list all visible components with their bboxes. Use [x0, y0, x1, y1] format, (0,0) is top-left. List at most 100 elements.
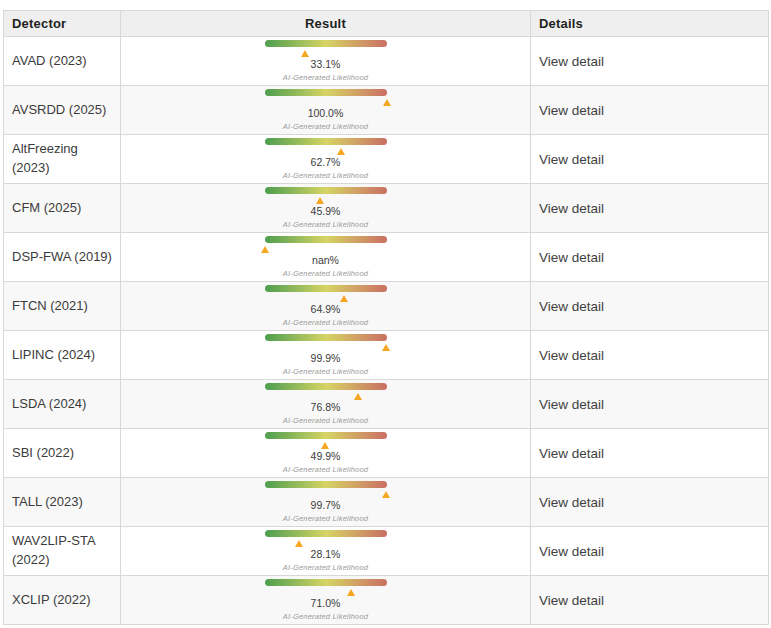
likelihood-value: 45.9%: [265, 205, 387, 217]
likelihood-marker-icon: [340, 295, 348, 302]
likelihood-marker-track: [265, 343, 387, 351]
view-detail-link[interactable]: View detail: [539, 250, 604, 265]
likelihood-marker-track: [265, 49, 387, 57]
likelihood-gauge: 33.1% AI-Generated Likelihood: [265, 40, 387, 82]
likelihood-gradient-bar: [265, 187, 387, 194]
view-detail-link[interactable]: View detail: [539, 593, 604, 608]
likelihood-gauge: 100.0% AI-Generated Likelihood: [265, 89, 387, 131]
likelihood-gradient-bar: [265, 40, 387, 47]
table-row: LIPINC (2024) 99.9% AI-Generated Likelih…: [4, 331, 769, 380]
detector-name: LSDA (2024): [12, 396, 86, 411]
detector-name: TALL (2023): [12, 494, 83, 509]
view-detail-link[interactable]: View detail: [539, 348, 604, 363]
detector-name: DSP-FWA (2019): [12, 249, 112, 264]
likelihood-value: 28.1%: [265, 548, 387, 560]
table-row: AVAD (2023) 33.1% AI-Generated Likelihoo…: [4, 37, 769, 86]
likelihood-marker-track: [265, 245, 387, 253]
detector-results-table: Detector Result Details AVAD (2023) 33.1…: [3, 10, 769, 625]
likelihood-marker-track: [265, 98, 387, 106]
table-header-row: Detector Result Details: [4, 11, 769, 37]
likelihood-value: nan%: [265, 254, 387, 266]
likelihood-value: 33.1%: [265, 58, 387, 70]
table-row: SBI (2022) 49.9% AI-Generated Likelihood…: [4, 429, 769, 478]
likelihood-marker-icon: [301, 50, 309, 57]
likelihood-marker-track: [265, 441, 387, 449]
detector-name: WAV2LIP-STA (2022): [12, 533, 95, 567]
likelihood-label: AI-Generated Likelihood: [265, 367, 387, 376]
likelihood-value: 64.9%: [265, 303, 387, 315]
likelihood-label: AI-Generated Likelihood: [265, 514, 387, 523]
likelihood-gauge: 45.9% AI-Generated Likelihood: [265, 187, 387, 229]
detector-name: CFM (2025): [12, 200, 81, 215]
table-row: CFM (2025) 45.9% AI-Generated Likelihood…: [4, 184, 769, 233]
view-detail-link[interactable]: View detail: [539, 299, 604, 314]
likelihood-marker-track: [265, 392, 387, 400]
view-detail-link[interactable]: View detail: [539, 544, 604, 559]
likelihood-marker-icon: [354, 393, 362, 400]
detector-name: AltFreezing (2023): [12, 141, 78, 175]
likelihood-gradient-bar: [265, 432, 387, 439]
view-detail-link[interactable]: View detail: [539, 201, 604, 216]
likelihood-marker-track: [265, 539, 387, 547]
likelihood-label: AI-Generated Likelihood: [265, 318, 387, 327]
likelihood-gauge: 99.9% AI-Generated Likelihood: [265, 334, 387, 376]
likelihood-gauge: nan% AI-Generated Likelihood: [265, 236, 387, 278]
view-detail-link[interactable]: View detail: [539, 446, 604, 461]
likelihood-gradient-bar: [265, 236, 387, 243]
likelihood-marker-icon: [261, 246, 269, 253]
likelihood-gradient-bar: [265, 530, 387, 537]
table-row: DSP-FWA (2019) nan% AI-Generated Likelih…: [4, 233, 769, 282]
likelihood-label: AI-Generated Likelihood: [265, 269, 387, 278]
likelihood-marker-track: [265, 196, 387, 204]
table-row: WAV2LIP-STA (2022) 28.1% AI-Generated Li…: [4, 527, 769, 576]
likelihood-gauge: 28.1% AI-Generated Likelihood: [265, 530, 387, 572]
likelihood-value: 76.8%: [265, 401, 387, 413]
table-row: XCLIP (2022) 71.0% AI-Generated Likeliho…: [4, 576, 769, 625]
likelihood-marker-icon: [383, 99, 391, 106]
likelihood-gradient-bar: [265, 89, 387, 96]
likelihood-marker-icon: [321, 442, 329, 449]
likelihood-label: AI-Generated Likelihood: [265, 171, 387, 180]
likelihood-gradient-bar: [265, 138, 387, 145]
likelihood-gradient-bar: [265, 334, 387, 341]
view-detail-link[interactable]: View detail: [539, 495, 604, 510]
likelihood-label: AI-Generated Likelihood: [265, 465, 387, 474]
likelihood-value: 71.0%: [265, 597, 387, 609]
likelihood-label: AI-Generated Likelihood: [265, 73, 387, 82]
detector-name: AVSRDD (2025): [12, 102, 106, 117]
likelihood-value: 99.9%: [265, 352, 387, 364]
likelihood-gradient-bar: [265, 481, 387, 488]
likelihood-label: AI-Generated Likelihood: [265, 612, 387, 621]
column-header-result: Result: [121, 11, 531, 37]
detector-results-panel: Detector Result Details AVAD (2023) 33.1…: [3, 10, 768, 625]
detector-name: SBI (2022): [12, 445, 74, 460]
likelihood-marker-track: [265, 147, 387, 155]
likelihood-gradient-bar: [265, 383, 387, 390]
likelihood-gauge: 76.8% AI-Generated Likelihood: [265, 383, 387, 425]
table-row: AltFreezing (2023) 62.7% AI-Generated Li…: [4, 135, 769, 184]
likelihood-marker-track: [265, 588, 387, 596]
likelihood-marker-track: [265, 490, 387, 498]
likelihood-value: 62.7%: [265, 156, 387, 168]
likelihood-marker-icon: [295, 540, 303, 547]
table-row: AVSRDD (2025) 100.0% AI-Generated Likeli…: [4, 86, 769, 135]
likelihood-marker-icon: [382, 344, 390, 351]
view-detail-link[interactable]: View detail: [539, 54, 604, 69]
column-header-detector: Detector: [4, 11, 121, 37]
detector-name: FTCN (2021): [12, 298, 88, 313]
view-detail-link[interactable]: View detail: [539, 103, 604, 118]
view-detail-link[interactable]: View detail: [539, 397, 604, 412]
likelihood-label: AI-Generated Likelihood: [265, 416, 387, 425]
likelihood-value: 100.0%: [265, 107, 387, 119]
likelihood-gauge: 49.9% AI-Generated Likelihood: [265, 432, 387, 474]
likelihood-value: 49.9%: [265, 450, 387, 462]
table-row: LSDA (2024) 76.8% AI-Generated Likelihoo…: [4, 380, 769, 429]
likelihood-gauge: 71.0% AI-Generated Likelihood: [265, 579, 387, 621]
likelihood-marker-icon: [382, 491, 390, 498]
table-row: FTCN (2021) 64.9% AI-Generated Likelihoo…: [4, 282, 769, 331]
detector-name: LIPINC (2024): [12, 347, 95, 362]
detector-name: XCLIP (2022): [12, 592, 91, 607]
likelihood-marker-track: [265, 294, 387, 302]
view-detail-link[interactable]: View detail: [539, 152, 604, 167]
likelihood-label: AI-Generated Likelihood: [265, 563, 387, 572]
